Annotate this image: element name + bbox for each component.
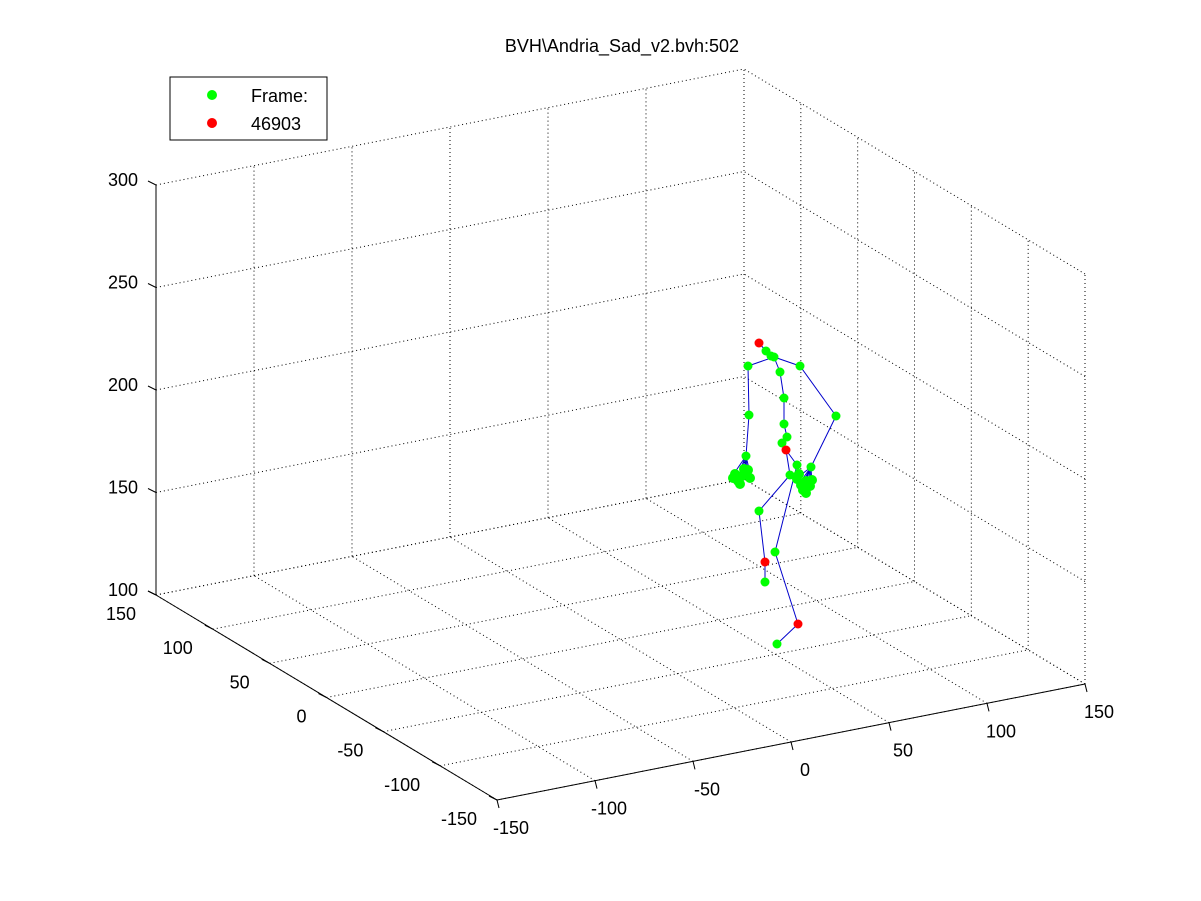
- z-tick-mark: [147, 590, 157, 596]
- joint-point: [744, 410, 754, 420]
- bone-segment: [758, 510, 766, 563]
- legend-marker-number: [207, 118, 217, 128]
- joint-point: [772, 639, 782, 649]
- chart-title: BVH\Andria_Sad_v2.bvh:502: [505, 36, 739, 57]
- x-tick-mark: [496, 799, 500, 809]
- joint-point: [741, 451, 751, 461]
- grid-line: [351, 555, 694, 762]
- joint-point: [785, 470, 795, 480]
- bone-segment: [758, 474, 791, 512]
- z-tick-mark: [147, 180, 157, 186]
- x-tick-mark: [888, 722, 892, 731]
- z-tick-label: 100: [108, 580, 138, 600]
- axes: -150 -100 -50 0 50 100 150 -150 -100 -50 0 50 100 150…: [106, 170, 1114, 838]
- end-site-point: [793, 619, 803, 629]
- grid-line: [212, 512, 801, 630]
- skeleton-joints: [728, 338, 841, 649]
- y-tick-mark: [318, 693, 327, 698]
- y-tick-label: 0: [296, 707, 306, 727]
- joint-point: [754, 506, 764, 516]
- z-tick-label: 300: [108, 170, 138, 190]
- legend-box: [169, 76, 328, 141]
- joint-point: [775, 367, 785, 377]
- grid-line: [440, 649, 1029, 767]
- grid-line: [253, 575, 596, 782]
- hand-joint-point: [807, 475, 817, 485]
- end-site-point: [754, 338, 764, 348]
- y-tick-label: -150: [441, 809, 477, 829]
- y-tick-label: -100: [384, 775, 420, 795]
- x-tick-label: 0: [800, 760, 810, 780]
- z-tick-mark: [147, 488, 157, 493]
- grid-line: [449, 536, 792, 743]
- joint-point: [779, 393, 789, 403]
- y-tick-label: -50: [337, 741, 363, 761]
- x-tick-mark: [986, 703, 990, 712]
- x-tick-label: -100: [591, 799, 627, 819]
- y-tick-label: 100: [163, 638, 193, 658]
- grid-line: [743, 171, 1086, 377]
- grid-line: [645, 497, 988, 704]
- legend: Frame: 46903: [169, 76, 328, 141]
- x-tick-mark: [790, 741, 794, 751]
- bone-segment: [773, 356, 801, 367]
- x-tick-mark: [1084, 683, 1088, 693]
- x-tick-label: 50: [893, 741, 913, 761]
- legend-label-number: 46903: [251, 114, 301, 134]
- y-tick-mark: [204, 624, 214, 630]
- bone-segment: [745, 414, 750, 457]
- end-site-point: [781, 445, 791, 455]
- z-tick-mark: [147, 385, 157, 391]
- y-tick-label: 150: [106, 604, 136, 624]
- z-tick-label: 200: [108, 375, 138, 395]
- bone-segment: [774, 551, 799, 625]
- end-site-point: [760, 557, 770, 567]
- joint-point: [769, 352, 779, 362]
- hand-joint-point: [801, 488, 811, 498]
- joint-point: [743, 361, 753, 371]
- grid: [155, 68, 1086, 801]
- z-tick-label: 150: [108, 478, 138, 498]
- y-tick-mark: [431, 761, 441, 767]
- legend-label-frame: Frame:: [251, 86, 308, 106]
- joint-point: [782, 432, 792, 442]
- grid-line: [326, 581, 915, 698]
- joint-point: [831, 411, 841, 421]
- joint-point: [760, 577, 770, 587]
- hand-joint-point: [735, 479, 745, 489]
- hand-joint-point: [728, 473, 738, 483]
- joint-point: [792, 460, 802, 470]
- x-tick-label: -50: [694, 779, 720, 799]
- hand-joint-point: [739, 464, 749, 474]
- y-tick-mark: [375, 727, 384, 733]
- z-tick-label: 250: [108, 273, 138, 293]
- bone-segment: [799, 365, 837, 417]
- legend-marker-frame: [207, 90, 217, 100]
- grid-line: [743, 68, 1086, 275]
- y-tick-mark: [488, 795, 498, 801]
- x-tick-label: -150: [493, 818, 529, 838]
- joint-point: [770, 547, 780, 557]
- joint-point: [777, 438, 787, 448]
- hand-joint-point: [745, 473, 755, 483]
- y-tick-mark: [261, 658, 270, 664]
- joint-point: [795, 361, 805, 371]
- grid-line: [269, 546, 858, 664]
- joint-point: [779, 419, 789, 429]
- hand-joint-point: [794, 469, 804, 479]
- x-tick-mark: [692, 761, 696, 770]
- x-tick-label: 150: [1084, 702, 1114, 722]
- bone-segment: [810, 415, 837, 468]
- x-tick-mark: [594, 780, 598, 789]
- skeleton-bones: [734, 342, 837, 645]
- bone-segment: [776, 623, 799, 645]
- joint-point: [806, 462, 816, 472]
- x-tick-label: 100: [986, 721, 1016, 741]
- grid-line: [155, 376, 745, 493]
- grid-line: [547, 517, 890, 724]
- z-tick-mark: [147, 283, 157, 288]
- bone-segment: [747, 365, 750, 416]
- y-tick-label: 50: [230, 672, 250, 692]
